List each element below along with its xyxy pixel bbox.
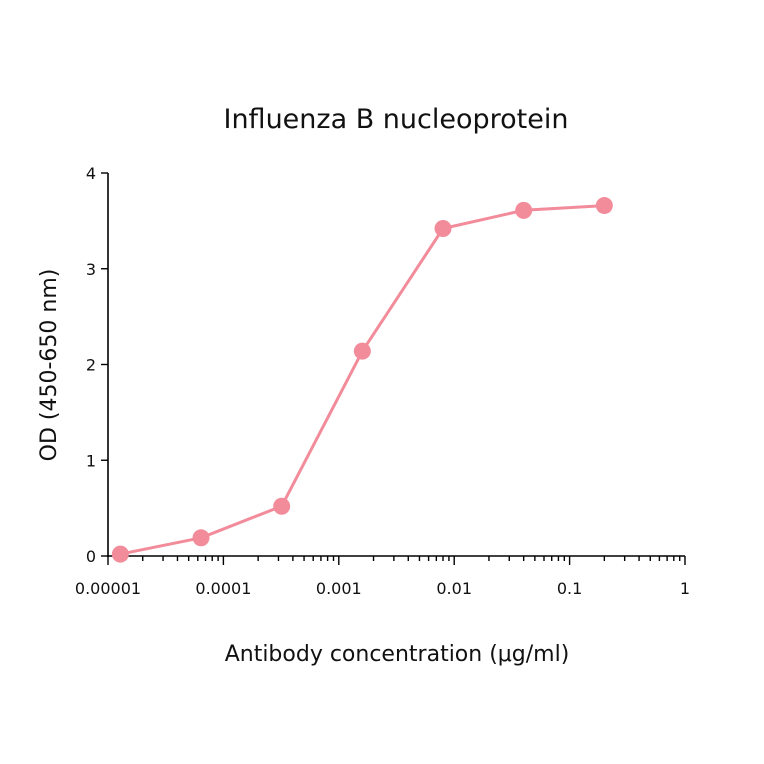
x-tick-label: 0.01 (436, 579, 472, 598)
chart-title: Influenza B nucleoprotein (223, 104, 568, 135)
series-line (120, 204, 605, 556)
axes: 0 1 2 3 4 0.00001 0.0001 0.001 0.01 0.1 1 (75, 164, 690, 598)
y-tick-label: 1 (86, 451, 96, 470)
data-point (353, 342, 371, 360)
data-point (192, 529, 210, 547)
data-series (111, 197, 613, 563)
data-point (434, 220, 452, 238)
x-tick-label: 0.001 (316, 579, 362, 598)
x-tick-label: 0.1 (557, 579, 582, 598)
y-axis-label: OD (450-650 nm) (37, 269, 62, 462)
x-tick-label: 0.00001 (75, 579, 141, 598)
y-tick-label: 0 (86, 547, 96, 566)
y-tick-label: 4 (86, 164, 96, 183)
x-tick-label: 0.0001 (195, 579, 251, 598)
x-axis-label: Antibody concentration (μg/ml) (225, 642, 570, 667)
data-point (273, 497, 291, 515)
data-point (515, 201, 533, 219)
y-tick-label: 3 (86, 260, 96, 279)
data-point (111, 545, 129, 563)
x-tick-label: 1 (680, 579, 690, 598)
y-tick-label: 2 (86, 356, 96, 375)
data-point (595, 197, 613, 215)
